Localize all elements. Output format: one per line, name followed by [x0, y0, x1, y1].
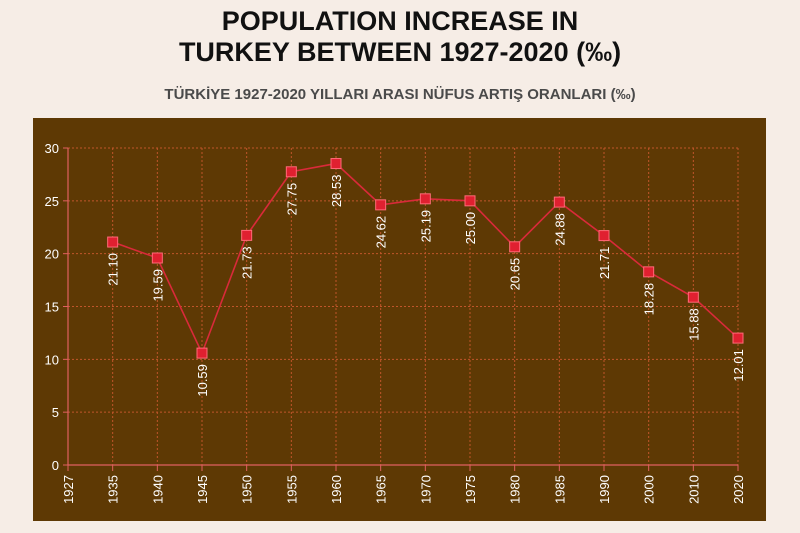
data-point [285, 166, 297, 178]
x-tick-label: 1945 [195, 475, 210, 504]
x-tick-label: 2020 [731, 475, 746, 504]
x-tick-label: 1955 [284, 475, 299, 504]
data-point [375, 199, 387, 211]
data-point [464, 195, 476, 207]
data-point [553, 196, 565, 208]
data-point [598, 230, 610, 242]
y-tick-label: 0 [52, 458, 59, 473]
x-tick-label: 2000 [642, 475, 657, 504]
chart-subtitle: TÜRKİYE 1927-2020 YILLARI ARASI NÜFUS AR… [164, 86, 636, 103]
data-label: 19.59 [150, 269, 165, 302]
chart-title-line-1: POPULATION INCREASE IN [221, 6, 579, 36]
y-tick-label: 25 [45, 194, 59, 209]
data-label: 21.73 [240, 246, 255, 279]
data-point [107, 236, 119, 248]
data-point [241, 229, 253, 241]
data-point [196, 347, 208, 359]
data-label: 25.19 [418, 210, 433, 243]
data-label: 15.88 [686, 308, 701, 341]
data-label: 25.00 [463, 212, 478, 245]
data-point [151, 252, 163, 264]
x-tick-label: 1935 [106, 475, 121, 504]
data-label: 12.01 [731, 349, 746, 382]
x-tick-label: 1970 [418, 475, 433, 504]
x-tick-label: 1927 [61, 475, 76, 504]
data-label: 27.75 [284, 183, 299, 216]
x-tick-label: 1940 [150, 475, 165, 504]
chart-title-line-2: TURKEY BETWEEN 1927-2020 (‰) [178, 37, 622, 67]
x-tick-label: 2010 [686, 475, 701, 504]
data-label: 21.10 [106, 253, 121, 286]
chart-title: POPULATION INCREASE IN TURKEY BETWEEN 19… [0, 6, 800, 68]
data-label: 18.28 [642, 283, 657, 316]
x-tick-label: 1950 [240, 475, 255, 504]
line-chart: 0 5 10 15 20 25 30 1927 1935 1940 1945 1950 1955 1960… [45, 141, 746, 504]
data-label: 10.59 [195, 364, 210, 397]
data-point [330, 158, 342, 170]
data-label: 28.53 [329, 175, 344, 208]
data-label: 20.65 [508, 258, 523, 291]
x-tick-label: 1965 [374, 475, 389, 504]
data-label: 24.88 [552, 213, 567, 246]
data-point [643, 266, 655, 278]
data-point [687, 291, 699, 303]
data-point [419, 193, 431, 205]
y-tick-label: 30 [45, 141, 59, 156]
data-point [732, 332, 744, 344]
y-tick-label: 10 [45, 352, 59, 367]
x-tick-label: 1990 [597, 475, 612, 504]
chart-panel: 0 5 10 15 20 25 30 1927 1935 1940 1945 1950 1955 1960… [33, 118, 766, 521]
x-tick-label: 1975 [463, 475, 478, 504]
x-tick-label: 1985 [552, 475, 567, 504]
y-tick-label: 20 [45, 247, 59, 262]
y-tick-label: 15 [45, 300, 59, 315]
data-label: 24.62 [374, 216, 389, 249]
y-tick-label: 5 [52, 405, 59, 420]
x-tick-label: 1980 [508, 475, 523, 504]
x-tick-label: 1960 [329, 475, 344, 504]
data-point [509, 241, 521, 253]
data-label: 21.71 [597, 247, 612, 280]
